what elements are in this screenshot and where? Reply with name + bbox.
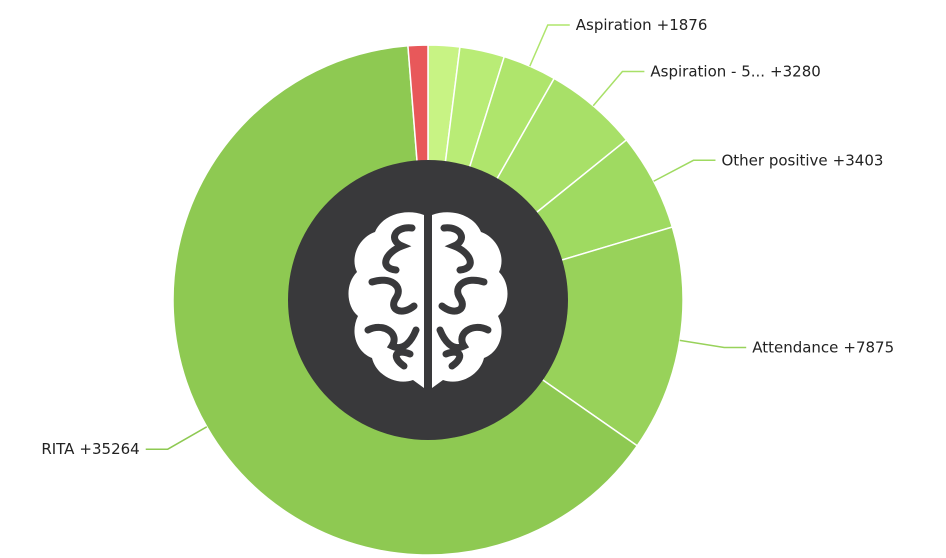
segment-label: RITA +35264 (41, 440, 139, 458)
segment-label: Other positive +3403 (721, 151, 883, 169)
center-disc (288, 160, 568, 440)
labels: Aspiration +1876 Aspiration - 5... +3280 Oth… (41, 15, 894, 457)
leader-line (592, 70, 645, 107)
donut (172, 44, 684, 556)
brain-folds (364, 224, 492, 370)
category-name: Attendance (752, 338, 838, 356)
category-name: Aspiration (576, 15, 652, 33)
value-label: +7875 (843, 338, 894, 356)
value-label: +1876 (657, 15, 708, 33)
value-label: +3280 (770, 62, 821, 80)
value-label: +35264 (79, 440, 139, 458)
segment-label: Attendance +7875 (752, 338, 894, 356)
value-label: +3403 (833, 151, 884, 169)
category-name: RITA (41, 440, 75, 458)
leader-line (653, 159, 716, 182)
leader-line (679, 339, 747, 349)
segment-label: Aspiration - 5... +3280 (650, 62, 820, 80)
leader-line (529, 24, 570, 67)
segment-label: Aspiration +1876 (576, 15, 708, 33)
category-name: Other positive (721, 151, 827, 169)
category-name: Aspiration - 5... (650, 62, 765, 80)
leader-line (145, 426, 208, 450)
